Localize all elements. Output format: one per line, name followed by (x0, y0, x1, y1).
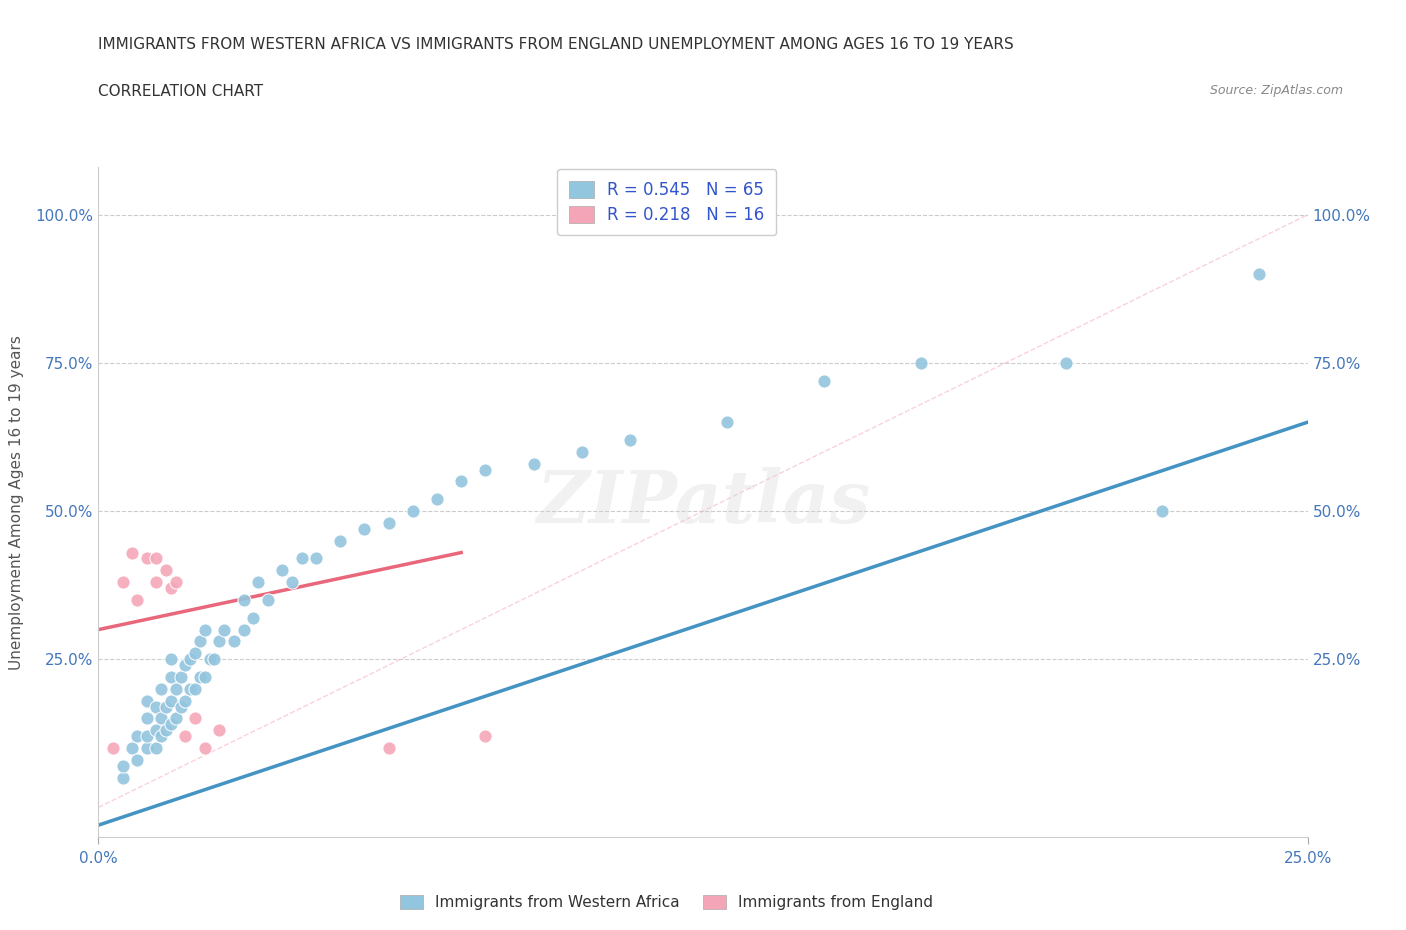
Point (198, 652, 221, 667)
Point (150, 729, 173, 744)
Point (127, 729, 149, 744)
Point (135, 740, 157, 755)
Point (145, 723, 167, 737)
Point (145, 699, 167, 714)
Point (1249, 267, 1271, 282)
Point (155, 699, 177, 714)
Point (135, 711, 157, 726)
Point (111, 575, 134, 590)
Point (910, 355, 932, 370)
Point (184, 711, 207, 726)
Text: Source: ZipAtlas.com: Source: ZipAtlas.com (1209, 84, 1343, 97)
Point (377, 515, 399, 530)
Point (450, 474, 472, 489)
Point (426, 492, 449, 507)
Point (145, 740, 167, 755)
Point (174, 658, 197, 672)
Point (204, 652, 226, 667)
Point (474, 729, 496, 744)
Point (155, 723, 177, 737)
Point (271, 563, 294, 578)
Point (160, 670, 183, 684)
Point (184, 682, 207, 697)
Point (188, 670, 211, 684)
Point (208, 634, 231, 649)
Point (242, 610, 264, 625)
Point (1152, 504, 1174, 519)
Point (160, 717, 183, 732)
Point (281, 575, 304, 590)
Point (716, 415, 738, 430)
Point (174, 693, 197, 708)
Point (169, 699, 191, 714)
Point (194, 622, 217, 637)
Point (169, 670, 191, 684)
Point (523, 457, 546, 472)
Point (329, 533, 352, 548)
Point (222, 634, 245, 649)
Point (111, 759, 134, 774)
Point (145, 575, 167, 590)
Point (813, 373, 835, 388)
Point (135, 551, 157, 566)
Point (247, 575, 270, 590)
Point (212, 622, 235, 637)
Point (160, 693, 183, 708)
Point (232, 622, 254, 637)
Point (160, 652, 183, 667)
Point (194, 670, 217, 684)
Point (188, 634, 211, 649)
Y-axis label: Unemployment Among Ages 16 to 19 years: Unemployment Among Ages 16 to 19 years (10, 335, 24, 670)
Point (135, 729, 157, 744)
Legend: Immigrants from Western Africa, Immigrants from England: Immigrants from Western Africa, Immigran… (394, 889, 939, 916)
Point (160, 580, 183, 595)
Point (111, 770, 134, 785)
Point (127, 592, 149, 607)
Point (474, 462, 496, 477)
Point (150, 711, 173, 726)
Point (135, 693, 157, 708)
Point (194, 740, 217, 755)
Point (377, 740, 399, 755)
Point (179, 682, 201, 697)
Point (127, 752, 149, 767)
Point (232, 592, 254, 607)
Point (1054, 355, 1077, 370)
Point (179, 652, 201, 667)
Point (174, 729, 197, 744)
Text: IMMIGRANTS FROM WESTERN AFRICA VS IMMIGRANTS FROM ENGLAND UNEMPLOYMENT AMONG AGE: IMMIGRANTS FROM WESTERN AFRICA VS IMMIGR… (98, 37, 1014, 52)
Point (145, 551, 167, 566)
Point (165, 711, 187, 726)
Point (402, 504, 425, 519)
Point (305, 551, 328, 566)
Point (165, 682, 187, 697)
Point (353, 522, 375, 537)
Point (571, 445, 593, 459)
Point (184, 645, 207, 660)
Point (165, 575, 187, 590)
Point (155, 563, 177, 578)
Text: CORRELATION CHART: CORRELATION CHART (98, 84, 263, 99)
Point (121, 740, 143, 755)
Point (208, 723, 231, 737)
Point (290, 551, 312, 566)
Point (150, 682, 173, 697)
Point (619, 432, 641, 447)
Point (121, 545, 143, 560)
Text: ZIPatlas: ZIPatlas (536, 467, 870, 538)
Point (101, 740, 124, 755)
Point (256, 592, 278, 607)
